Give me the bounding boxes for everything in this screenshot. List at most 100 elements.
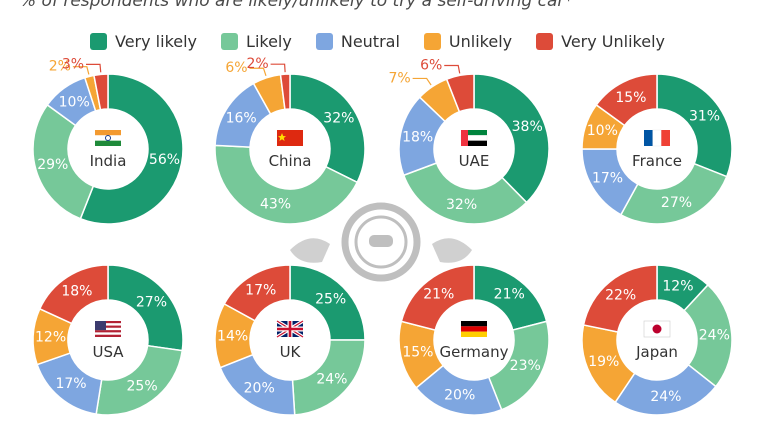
slice-germany-likely: [487, 320, 550, 411]
slice-france-very-unlikely: [595, 73, 658, 127]
legend-swatch-unlikely: [423, 32, 441, 50]
leader-china-very-unlikely: [270, 63, 286, 73]
label-uk-very-unlikely: 17%: [245, 283, 276, 299]
label-usa-neutral: 17%: [55, 376, 86, 392]
legend-label-neutral: Neutral: [340, 31, 400, 51]
slice-uae-very-unlikely: [445, 73, 475, 113]
uk-flag: [276, 319, 304, 339]
label-uae-unlikely: 7%: [389, 70, 411, 86]
label-uae-likely: 32%: [446, 197, 477, 213]
donut-india: 56% 29% 10% 2%3% India: [32, 56, 184, 225]
donut-uk: 25% 24% 20% 14% 17% UK: [214, 264, 366, 416]
label-india-likely: 29%: [37, 157, 68, 173]
label-uk-very-likely: 25%: [315, 291, 346, 307]
slice-uk-very-likely: [289, 264, 366, 341]
label-uk-neutral: 20%: [244, 381, 275, 397]
legend-swatch-very-unlikely: [536, 32, 554, 50]
steering-wheel-icon: [290, 202, 472, 282]
country-name-india: India: [90, 152, 127, 170]
slice-france-very-likely: [656, 73, 733, 178]
leader-india-unlikely: [72, 66, 90, 75]
chart-subtitle: % of respondents who are likely/unlikely…: [20, 0, 573, 11]
label-uae-very-unlikely: 6%: [420, 57, 442, 73]
slice-china-very-unlikely: [279, 73, 291, 111]
legend-item-very-likely: Very likely: [90, 32, 197, 51]
donut-usa: 27% 25% 17% 12% 18% USA: [32, 264, 184, 416]
label-india-unlikely: 2%: [49, 59, 71, 75]
chart-legend: Very likely Likely Neutral Unlikely Very…: [90, 29, 689, 53]
legend-swatch-neutral: [315, 32, 333, 50]
label-france-neutral: 17%: [592, 170, 623, 186]
donut-china: 32% 43% 16% 6%2% China: [214, 56, 366, 225]
slice-uk-very-unlikely: [223, 264, 291, 322]
slice-china-very-likely: [289, 73, 366, 184]
label-japan-likely: 24%: [699, 328, 730, 344]
slice-uae-very-likely: [473, 73, 550, 204]
label-japan-unlikely: 19%: [588, 354, 619, 370]
legend-label-likely: Likely: [246, 31, 292, 51]
donut-germany: 21% 23% 20% 15% 21% Germany: [398, 264, 550, 416]
label-china-likely: 43%: [260, 197, 291, 213]
japan-flag: [643, 320, 671, 338]
slice-india-very-likely: [79, 73, 184, 225]
label-france-very-likely: 31%: [689, 109, 720, 125]
label-india-very-likely: 56%: [149, 152, 180, 168]
donut-france: 31% 27% 17% 10% 15% France: [581, 73, 733, 225]
donut-japan: 12% 24% 24% 19% 22% Japan: [581, 264, 733, 416]
legend-label-very-likely: Very likely: [115, 31, 198, 51]
label-germany-unlikely: 15%: [402, 345, 433, 361]
slice-china-likely: [214, 144, 359, 225]
usa-flag: [95, 321, 121, 337]
label-germany-likely: 23%: [510, 358, 541, 374]
label-germany-very-likely: 21%: [494, 287, 525, 303]
label-germany-neutral: 20%: [444, 388, 475, 404]
country-name-germany: Germany: [440, 343, 509, 361]
label-france-likely: 27%: [661, 195, 692, 211]
donut-uae: 38% 32% 18% 7% 6% UAE: [389, 57, 550, 225]
slice-france-likely: [619, 162, 728, 225]
legend-label-very-unlikely: Very Unlikely: [561, 31, 665, 51]
label-usa-very-unlikely: 18%: [61, 284, 92, 300]
germany-flag: [461, 321, 487, 337]
legend-label-unlikely: Unlikely: [448, 31, 513, 51]
label-japan-very-likely: 12%: [662, 278, 693, 294]
label-germany-very-unlikely: 21%: [423, 287, 454, 303]
label-china-very-likely: 32%: [323, 111, 354, 127]
country-name-uk: UK: [280, 343, 302, 361]
label-uk-unlikely: 14%: [217, 328, 248, 344]
label-uae-neutral: 18%: [402, 129, 433, 145]
country-name-uae: UAE: [459, 152, 490, 170]
country-name-france: France: [632, 152, 682, 170]
label-uk-likely: 24%: [316, 371, 347, 387]
label-usa-unlikely: 12%: [35, 329, 66, 345]
label-france-very-unlikely: 15%: [615, 90, 646, 106]
label-uae-very-likely: 38%: [512, 119, 543, 135]
legend-item-likely: Likely: [221, 32, 292, 51]
legend-item-very-unlikely: Very Unlikely: [536, 32, 665, 51]
legend-swatch-likely: [221, 32, 239, 50]
label-china-unlikely: 6%: [225, 60, 247, 76]
country-name-china: China: [269, 152, 312, 170]
china-flag: [277, 130, 303, 146]
uae-flag: [460, 130, 488, 146]
leader-uae-very-unlikely: [444, 64, 461, 74]
country-name-usa: USA: [92, 343, 124, 361]
slice-uae-likely: [402, 162, 528, 225]
slice-india-very-unlikely: [93, 73, 109, 111]
label-japan-very-unlikely: 22%: [605, 287, 636, 303]
france-flag: [644, 129, 670, 147]
label-usa-very-likely: 27%: [136, 294, 167, 310]
legend-swatch-very-likely: [90, 32, 107, 50]
label-india-neutral: 10%: [59, 94, 90, 110]
india-flag: [95, 130, 121, 146]
country-name-japan: Japan: [635, 343, 678, 361]
leader-india-very-unlikely: [86, 63, 102, 73]
label-france-unlikely: 10%: [587, 123, 618, 139]
leader-china-unlikely: [249, 67, 267, 77]
label-usa-likely: 25%: [127, 378, 158, 394]
slice-india-likely: [32, 103, 95, 220]
leader-uae-unlikely: [412, 77, 432, 86]
label-china-very-unlikely: 2%: [246, 56, 268, 72]
slice-japan-very-unlikely: [582, 264, 658, 333]
